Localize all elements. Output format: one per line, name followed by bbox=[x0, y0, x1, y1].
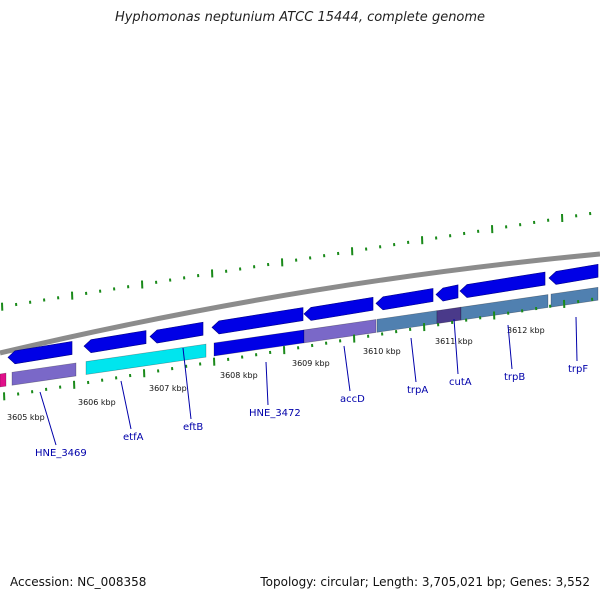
gene-label: HNE_3472 bbox=[249, 408, 301, 419]
gene-label-line bbox=[39, 391, 57, 446]
gene-label-line bbox=[507, 324, 513, 370]
forward-gene-arrow bbox=[435, 284, 459, 302]
feature-bar bbox=[303, 319, 377, 344]
forward-gene-arrow bbox=[7, 341, 73, 365]
forward-gene-arrow bbox=[83, 330, 147, 353]
kbp-label: 3609 kbp bbox=[292, 359, 330, 368]
gene-label-line bbox=[343, 345, 351, 392]
gene-label-line bbox=[410, 337, 417, 383]
gene-label: trpA bbox=[407, 385, 428, 396]
accession-text: Accession: NC_008358 bbox=[10, 575, 147, 589]
forward-gene-arrow bbox=[303, 296, 374, 321]
genome-backbone bbox=[0, 251, 600, 356]
second-gene-track bbox=[0, 286, 599, 388]
kbp-label: 3606 kbp bbox=[78, 398, 116, 407]
feature-bar bbox=[460, 294, 549, 321]
gene-label: accD bbox=[340, 394, 365, 405]
gene-label: cutA bbox=[449, 377, 472, 388]
gene-label: etfA bbox=[123, 432, 144, 443]
forward-gene-arrow bbox=[375, 288, 434, 311]
feature-bar bbox=[11, 362, 77, 386]
feature-bar bbox=[85, 343, 207, 375]
kbp-label: 3607 kbp bbox=[149, 384, 187, 393]
forward-gene-arrow bbox=[459, 271, 546, 298]
feature-bar bbox=[213, 329, 305, 357]
gene-label: HNE_3469 bbox=[35, 448, 87, 459]
gene-label-line bbox=[182, 347, 192, 420]
gene-label: trpB bbox=[504, 372, 525, 383]
feature-bar bbox=[0, 372, 7, 388]
kbp-scale-labels: 3605 kbp 3606 kbp 3607 kbp 3608 kbp 3609 kbp… bbox=[7, 326, 545, 422]
gene-label-line bbox=[265, 361, 269, 406]
genome-stats-text: Topology: circular; Length: 3,705,021 bp… bbox=[260, 575, 590, 589]
gene-label-line bbox=[120, 380, 132, 430]
forward-gene-arrow bbox=[211, 307, 304, 335]
kbp-label: 3611 kbp bbox=[435, 337, 473, 346]
gene-label: eftB bbox=[183, 422, 203, 433]
kbp-label: 3605 kbp bbox=[7, 413, 45, 422]
gene-label-line bbox=[453, 318, 459, 375]
gene-label-line bbox=[575, 316, 578, 362]
map-title: Hyphomonas neptunium ATCC 15444, complet… bbox=[114, 10, 486, 25]
gene-labels: HNE_3469 etfA eftB HNE_3472 accD trpA cutA trpB… bbox=[35, 316, 588, 459]
gene-label: trpF bbox=[568, 364, 588, 375]
feature-bar bbox=[550, 286, 599, 308]
scale-ticks bbox=[3, 297, 594, 401]
forward-gene-arrow bbox=[149, 321, 204, 344]
feature-bar bbox=[376, 310, 438, 333]
forward-gene-arrow bbox=[548, 263, 599, 285]
outer-tick-ring bbox=[1, 211, 592, 311]
kbp-label: 3612 kbp bbox=[507, 326, 545, 335]
kbp-label: 3608 kbp bbox=[220, 371, 258, 380]
kbp-label: 3610 kbp bbox=[363, 347, 401, 356]
feature-bar bbox=[436, 306, 462, 324]
forward-gene-track bbox=[7, 263, 599, 365]
